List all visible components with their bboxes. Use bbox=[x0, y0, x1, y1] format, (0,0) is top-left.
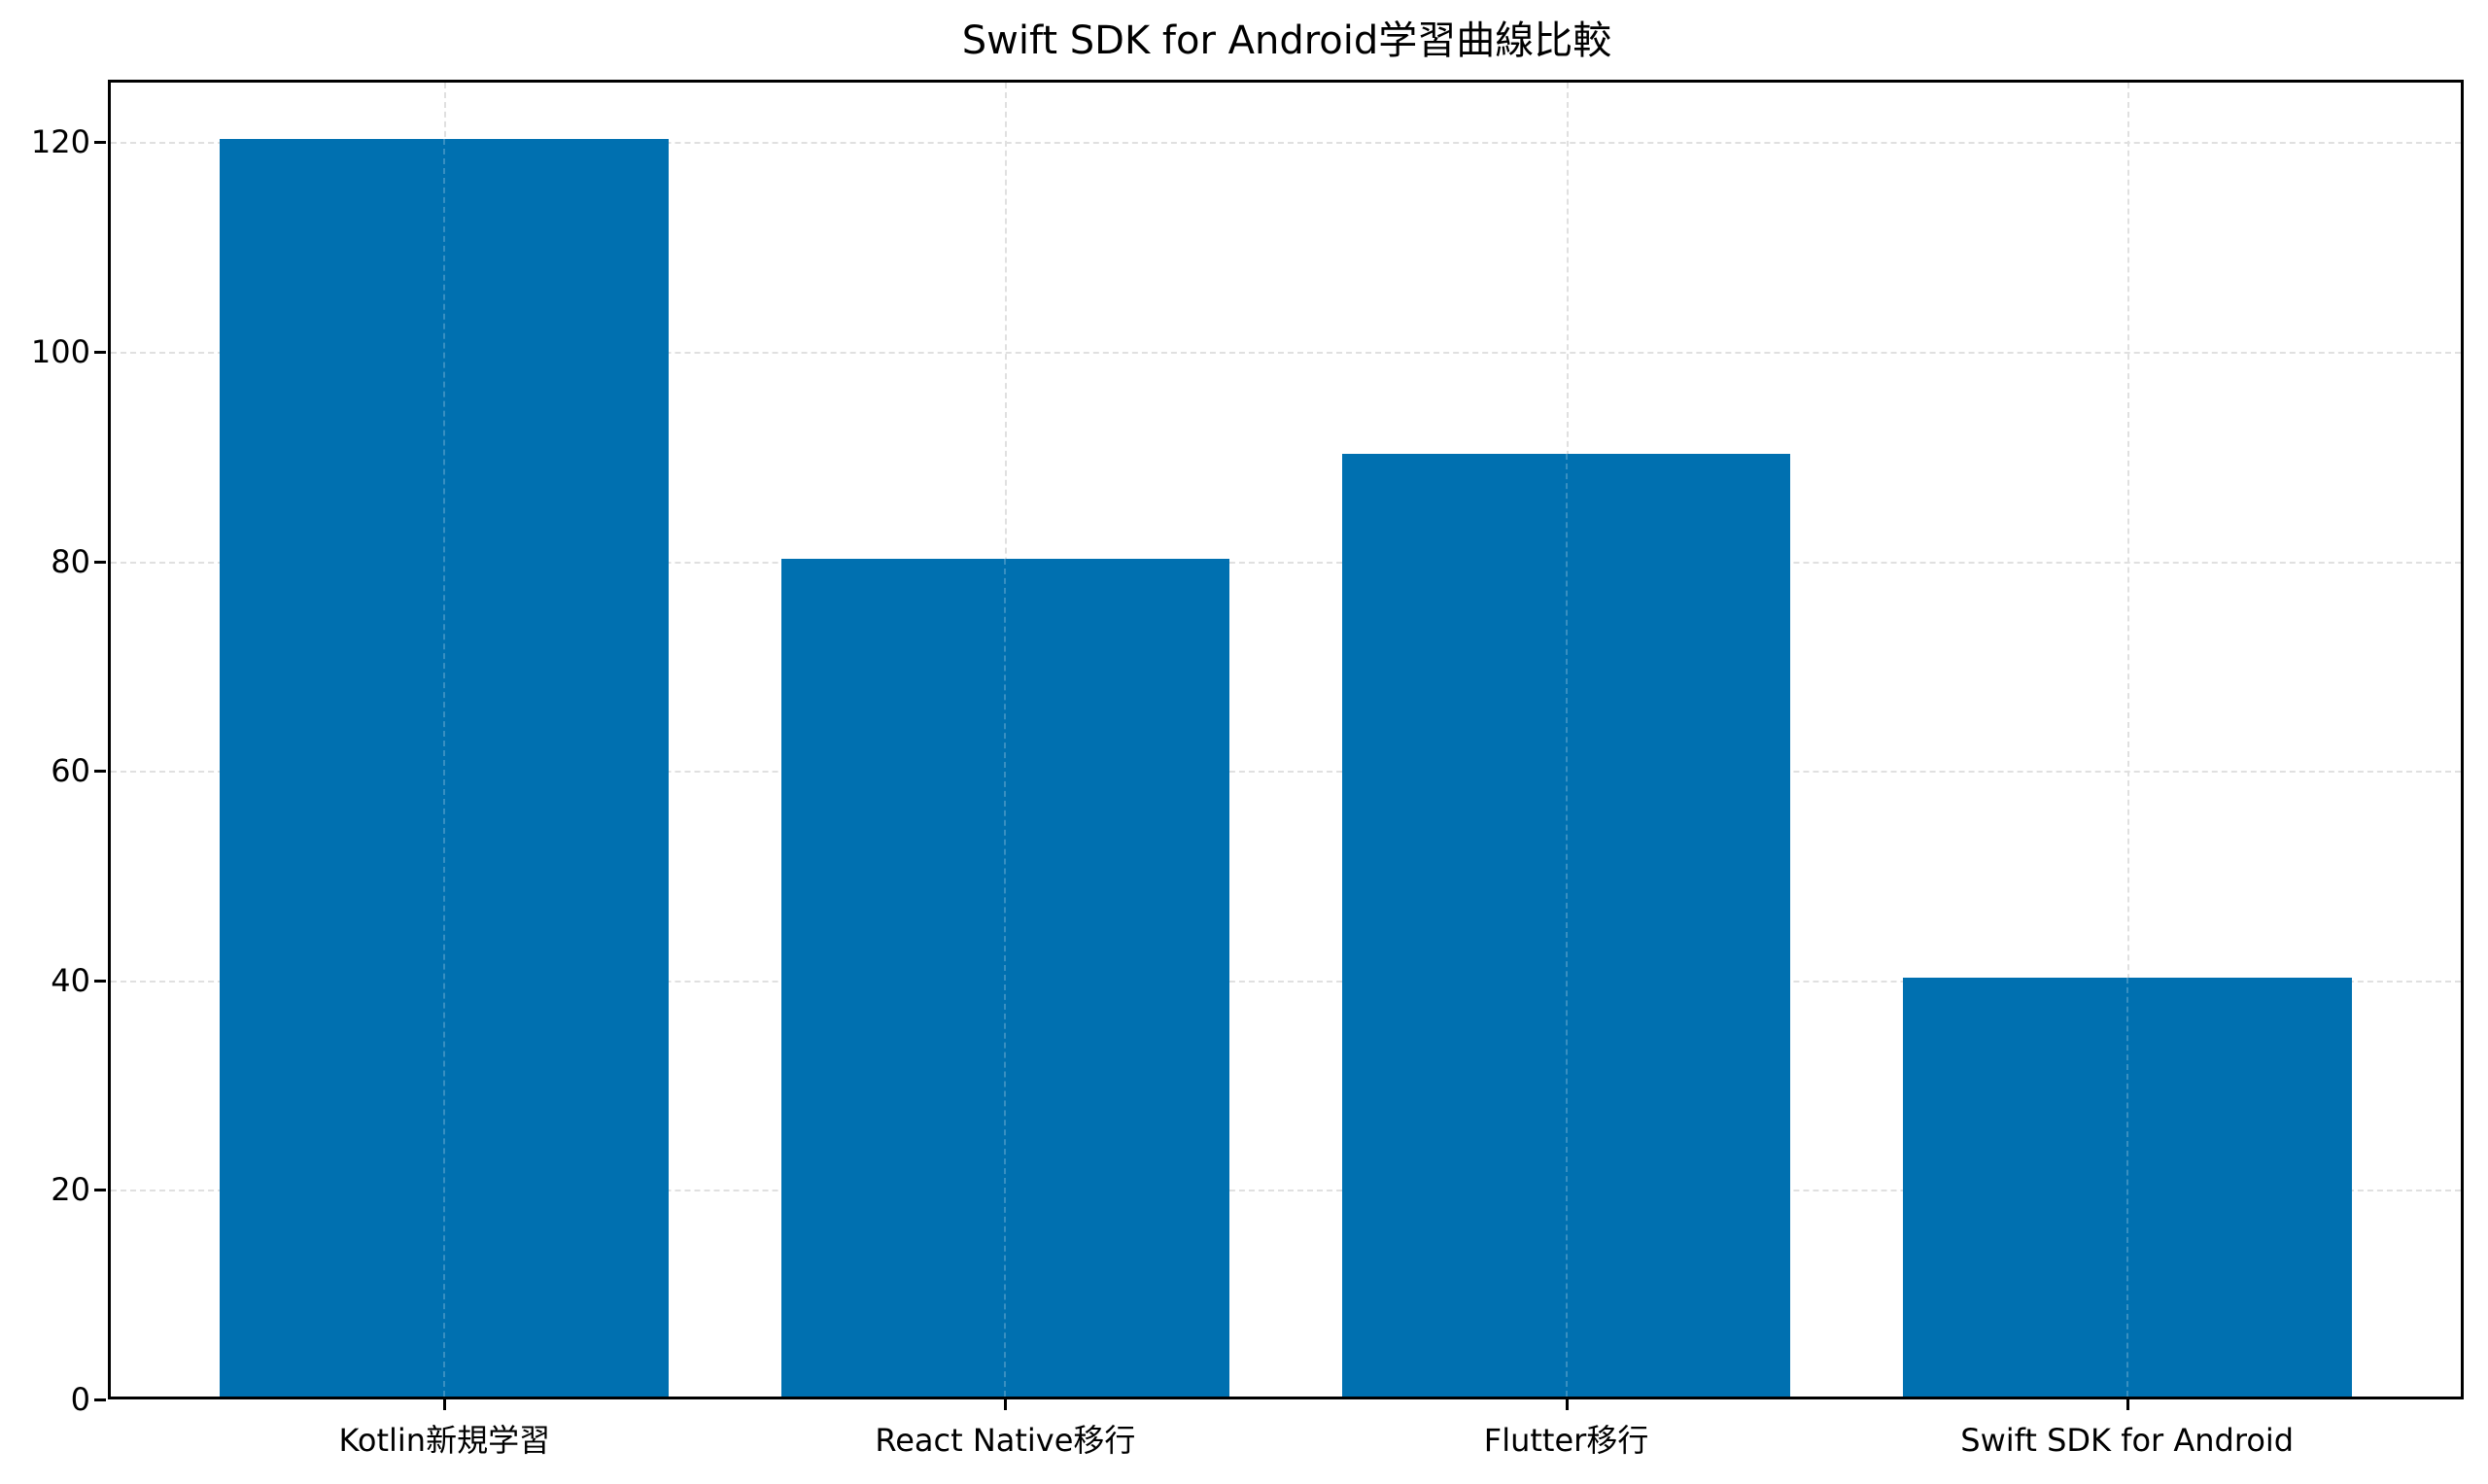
x-tick-label: React Native移行 bbox=[875, 1422, 1136, 1459]
y-tick bbox=[94, 1398, 106, 1401]
y-gridline bbox=[111, 142, 2461, 145]
bar-gridline bbox=[1004, 558, 1007, 1397]
y-tick bbox=[94, 1189, 106, 1192]
bar-3 bbox=[1902, 977, 2352, 1397]
chart-title: Swift SDK for Android学習曲線比較 bbox=[961, 18, 1612, 63]
x-tick bbox=[2125, 1397, 2129, 1410]
y-tick-label: 20 bbox=[51, 1171, 90, 1209]
y-tick-label: 40 bbox=[51, 961, 90, 999]
bar-gridline bbox=[1565, 453, 1568, 1397]
y-tick bbox=[94, 979, 106, 983]
bar-0 bbox=[220, 139, 670, 1397]
bar-1 bbox=[780, 558, 1230, 1397]
x-gridline bbox=[2126, 83, 2129, 1397]
plot-area bbox=[108, 80, 2464, 1399]
y-tick-label: 60 bbox=[51, 752, 90, 790]
y-gridline bbox=[111, 980, 2461, 983]
y-tick-label: 100 bbox=[30, 333, 90, 370]
x-tick-label: Flutter移行 bbox=[1483, 1422, 1649, 1459]
x-tick bbox=[443, 1397, 447, 1410]
y-tick bbox=[94, 141, 106, 145]
x-tick bbox=[1004, 1397, 1008, 1410]
y-tick-label: 80 bbox=[51, 542, 90, 580]
bar-gridline bbox=[443, 139, 446, 1397]
y-tick-label: 0 bbox=[70, 1381, 90, 1418]
x-tick-label: Swift SDK for Android bbox=[1960, 1422, 2295, 1459]
x-tick-label: Kotlin新規学習 bbox=[338, 1422, 551, 1459]
y-tick bbox=[94, 560, 106, 564]
y-gridline bbox=[111, 771, 2461, 774]
bar-2 bbox=[1341, 453, 1791, 1397]
y-gridline bbox=[111, 561, 2461, 564]
y-gridline bbox=[111, 352, 2461, 354]
y-tick bbox=[94, 770, 106, 774]
y-tick-label: 120 bbox=[30, 123, 90, 161]
x-tick bbox=[1565, 1397, 1569, 1410]
y-tick bbox=[94, 351, 106, 354]
bar-gridline bbox=[2125, 977, 2128, 1397]
y-gridline bbox=[111, 1190, 2461, 1192]
